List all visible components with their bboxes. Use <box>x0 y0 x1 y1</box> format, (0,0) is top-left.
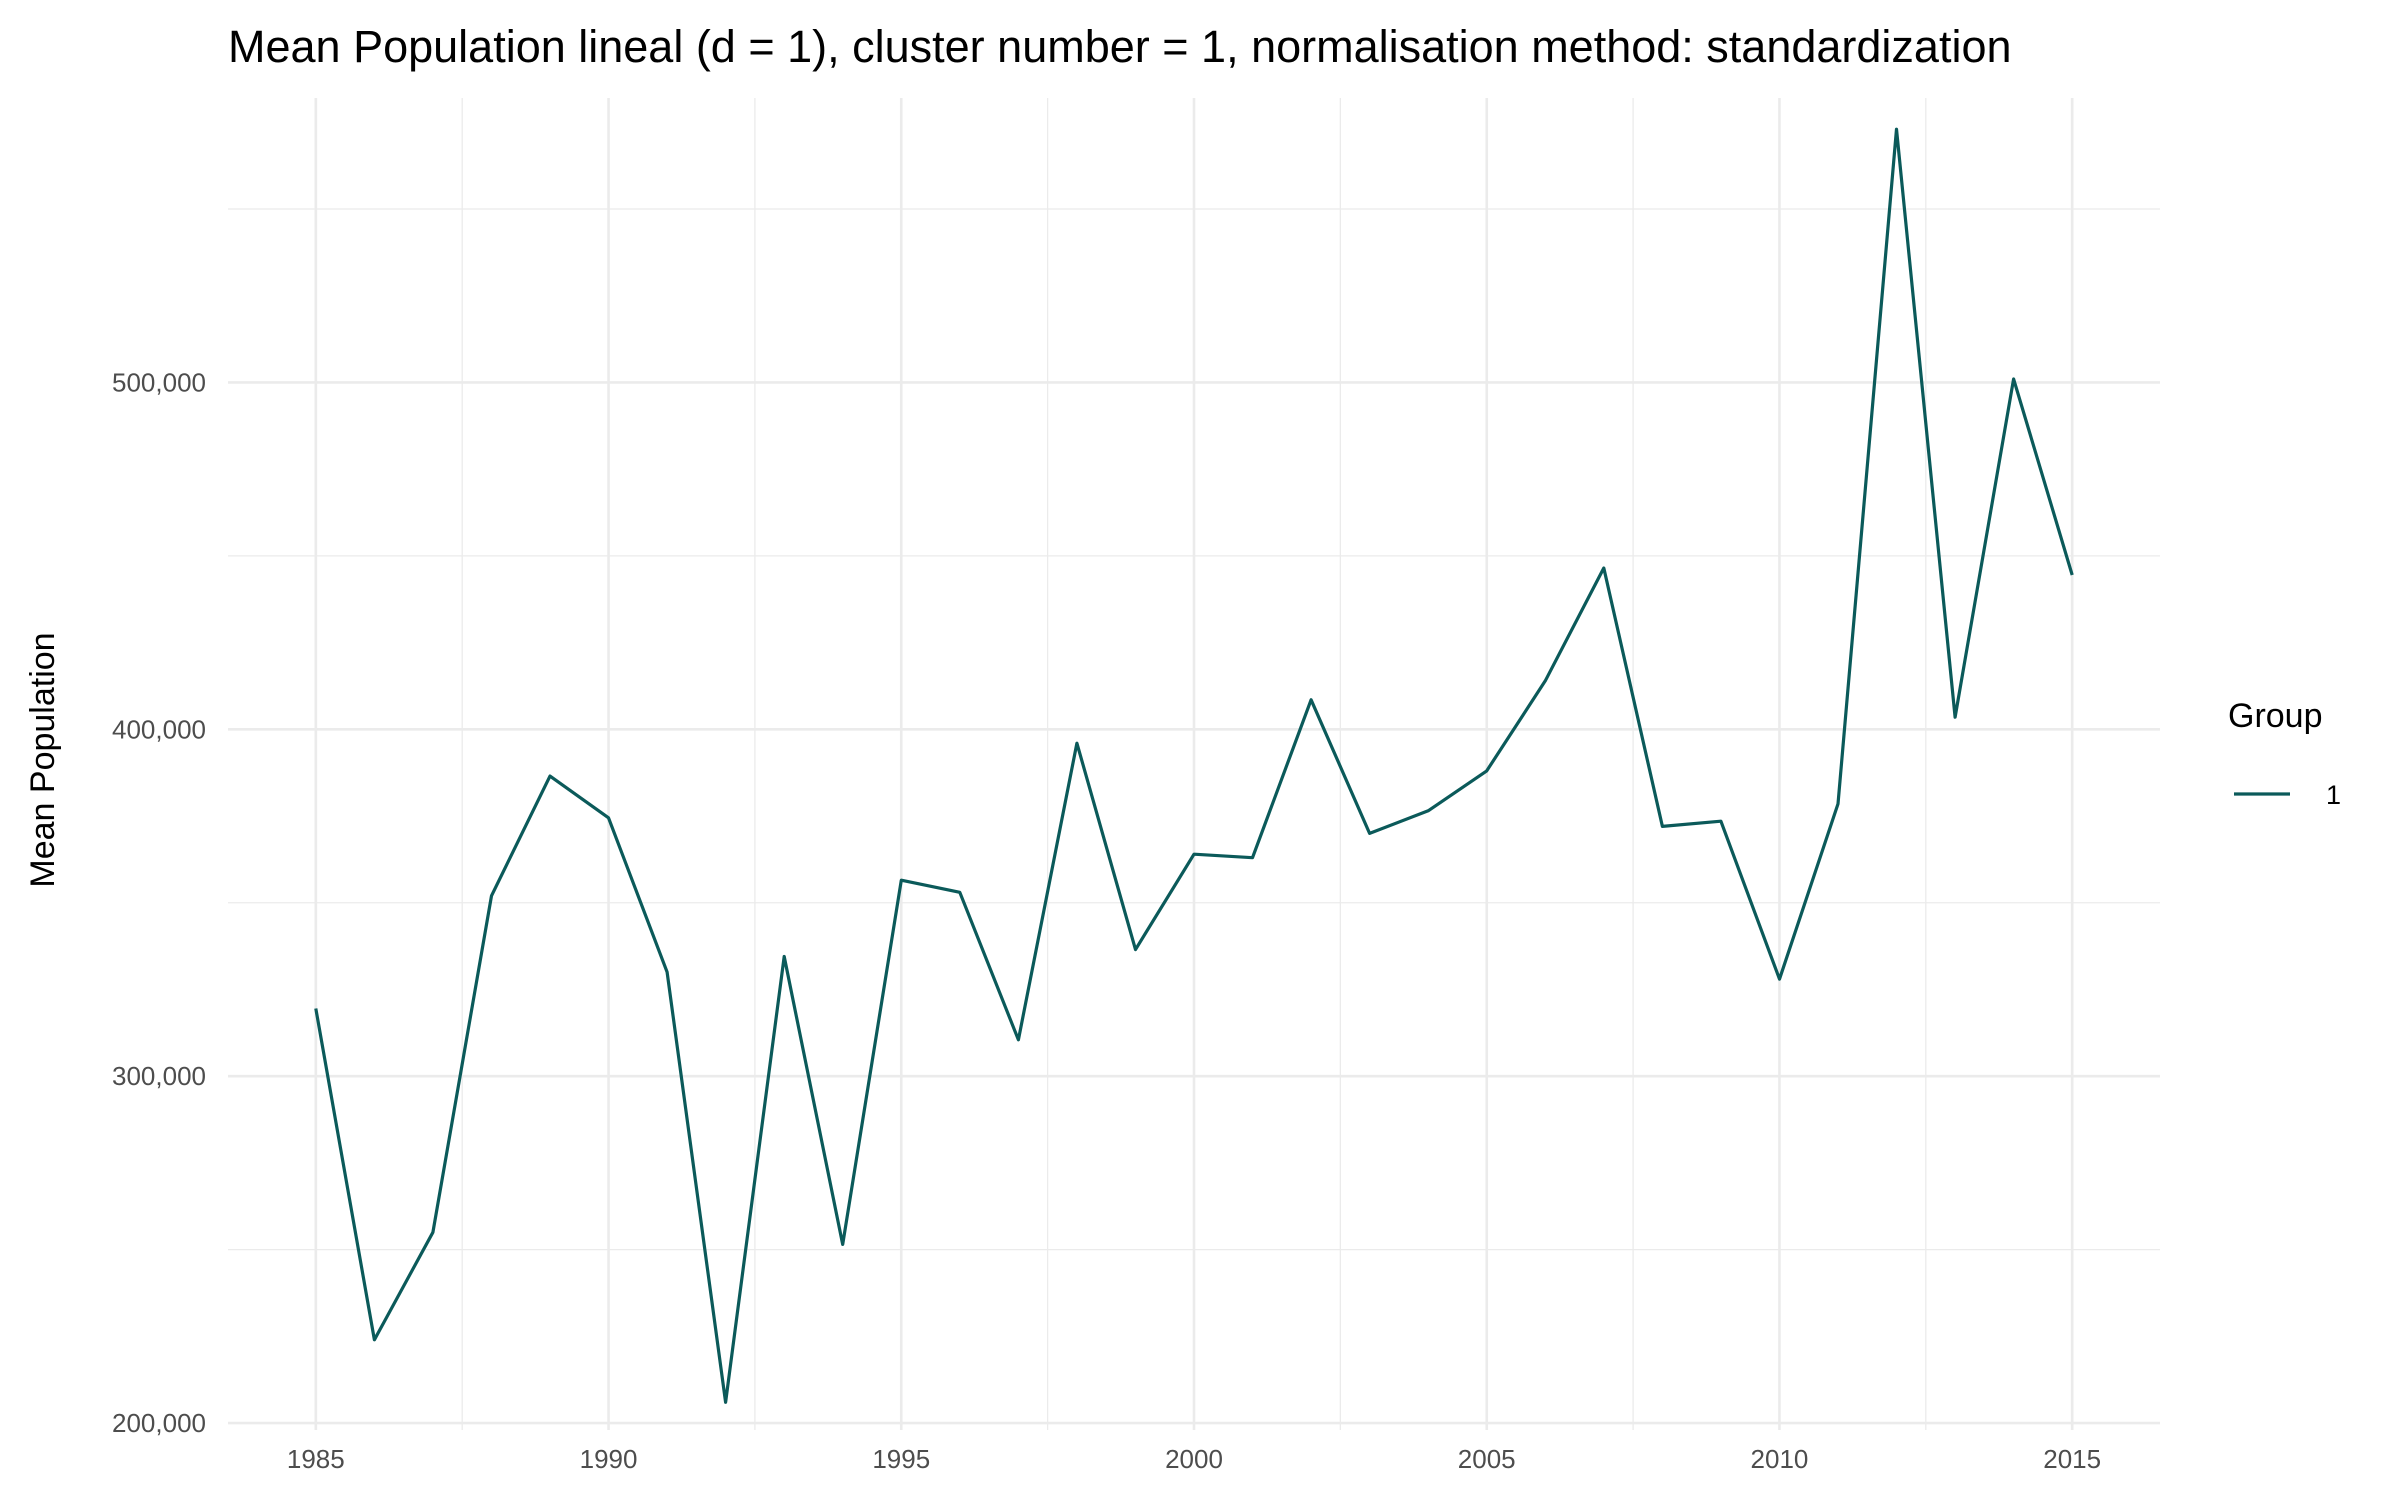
x-tick-label: 2015 <box>2043 1444 2101 1474</box>
legend-label: 1 <box>2326 780 2341 810</box>
x-axis-tick-labels: 1985 1990 1995 2000 2005 2010 2015 <box>287 1444 2101 1474</box>
y-tick-label: 500,000 <box>112 367 206 397</box>
x-tick-label: 1995 <box>872 1444 930 1474</box>
legend: Group 1 <box>2228 697 2341 810</box>
x-tick-label: 2000 <box>1165 1444 1223 1474</box>
x-tick-label: 1990 <box>580 1444 638 1474</box>
y-tick-label: 200,000 <box>112 1408 206 1438</box>
y-tick-label: 300,000 <box>112 1061 206 1091</box>
y-tick-label: 400,000 <box>112 714 206 744</box>
series-line <box>314 127 2074 1404</box>
legend-entries: 1 <box>2234 780 2341 810</box>
x-tick-label: 2005 <box>1458 1444 1516 1474</box>
chart-title: Mean Population lineal (d = 1), cluster … <box>228 21 2012 72</box>
legend-title: Group <box>2228 697 2323 735</box>
y-axis-tick-labels: 200,000 300,000 400,000 500,000 <box>112 367 206 1438</box>
series-lines <box>314 127 2074 1404</box>
x-tick-label: 2010 <box>1751 1444 1809 1474</box>
grid-lines <box>228 98 2160 1430</box>
x-tick-label: 1985 <box>287 1444 345 1474</box>
y-axis-title: Mean Population <box>24 632 62 887</box>
